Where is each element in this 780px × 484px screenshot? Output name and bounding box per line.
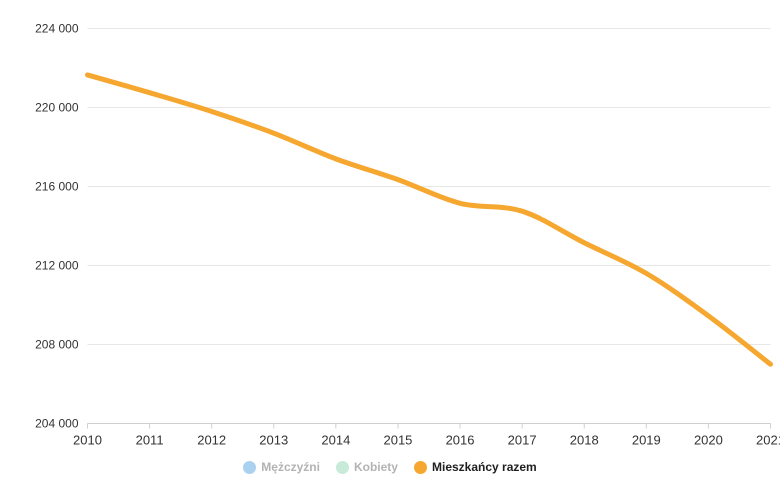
- x-axis-label: 2015: [383, 433, 412, 448]
- x-axis-label: 2012: [197, 433, 226, 448]
- x-axis-label: 2010: [73, 433, 102, 448]
- y-axis-label: 204 000: [35, 417, 79, 431]
- legend-label-kobiety: Kobiety: [353, 460, 398, 474]
- x-axis-label: 2020: [694, 433, 723, 448]
- x-axis-label: 2013: [259, 433, 288, 448]
- series-marker-kobiety-icon: [335, 460, 349, 474]
- legend-label-mezczyzni: Mężczyźni: [261, 460, 320, 474]
- x-axis-label: 2021: [756, 433, 780, 448]
- legend-label-mieszkancy-razem: Mieszkańcy razem: [431, 460, 537, 474]
- x-axis-label: 2019: [632, 433, 661, 448]
- series-line-mieszkancy-razem[interactable]: [85, 72, 773, 367]
- x-axis-label: 2011: [136, 433, 164, 448]
- legend-item-mieszkancy-razem[interactable]: Mieszkańcy razem: [413, 460, 537, 474]
- legend-item-mezczyzni[interactable]: Mężczyźni: [243, 460, 320, 474]
- x-axis-label: 2018: [570, 433, 599, 448]
- series-marker-mieszkancy-razem-icon: [413, 460, 427, 474]
- y-axis-label: 208 000: [35, 338, 79, 352]
- chart-plot-area: 224 000 220 000 216 000 212 000 208 000 204 0…: [35, 22, 780, 448]
- y-axis-label: 220 000: [35, 101, 79, 115]
- y-axis-label: 216 000: [35, 180, 79, 194]
- x-axis-label: 2014: [321, 433, 350, 448]
- x-axis-label: 2016: [446, 433, 475, 448]
- y-axis-label: 212 000: [35, 259, 79, 273]
- series-marker-mezczyzni-icon: [243, 460, 257, 474]
- chart-legend: Mężczyźni Kobiety Mieszkańcy razem: [0, 456, 780, 478]
- x-axis-label: 2017: [508, 433, 537, 448]
- y-axis-label: 224 000: [35, 22, 79, 36]
- legend-item-kobiety[interactable]: Kobiety: [335, 460, 398, 474]
